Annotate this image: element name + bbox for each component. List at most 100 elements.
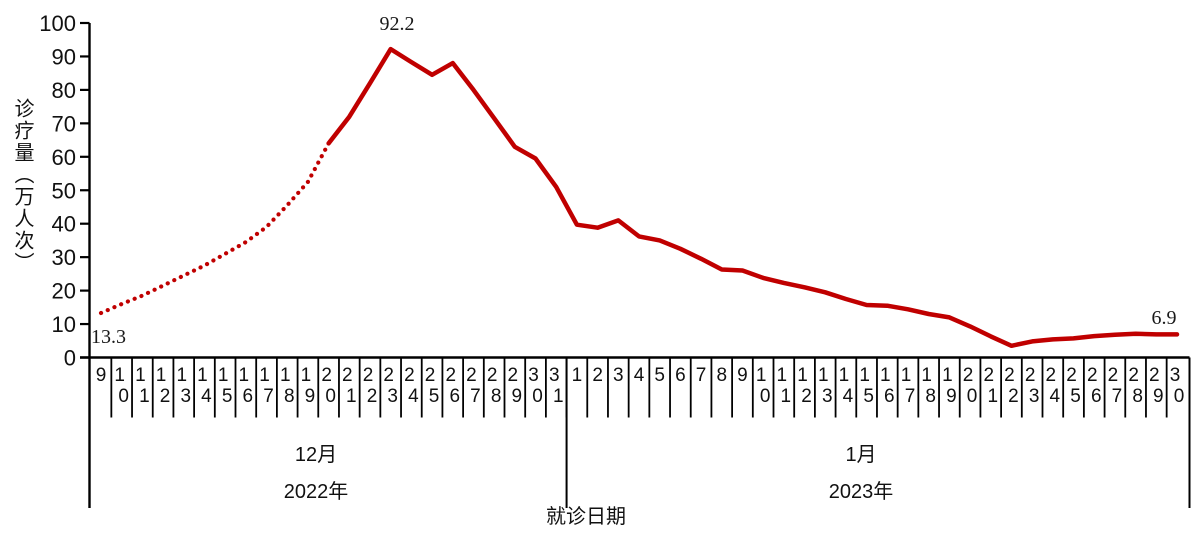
- day-label: 5: [1070, 386, 1081, 407]
- series-line-dotted: [98, 141, 331, 316]
- day-label: 2: [367, 386, 378, 407]
- day-label: 1: [781, 386, 792, 407]
- day-label: 7: [1112, 386, 1123, 407]
- day-label: 6: [884, 386, 895, 407]
- day-label: 3: [1170, 365, 1181, 386]
- day-label: 8: [284, 386, 295, 407]
- day-label: 2: [425, 365, 436, 386]
- day-label: 3: [822, 386, 833, 407]
- day-label: 2: [466, 365, 477, 386]
- y-tick-label: 0: [64, 346, 76, 371]
- day-label: 1: [197, 365, 208, 386]
- day-label: 1: [921, 365, 932, 386]
- day-label: 7: [905, 386, 916, 407]
- y-tick-label: 70: [52, 111, 76, 136]
- day-label: 0: [118, 386, 129, 407]
- day-label: 9: [305, 386, 316, 407]
- month-label-december: 12月: [295, 444, 337, 466]
- day-label: 1: [156, 365, 167, 386]
- day-label: 4: [843, 386, 854, 407]
- day-label: 3: [613, 365, 624, 386]
- day-label: 9: [96, 365, 107, 386]
- day-label: 4: [634, 365, 645, 386]
- day-label: 1: [756, 365, 767, 386]
- day-label: 1: [859, 365, 870, 386]
- day-label: 0: [532, 386, 543, 407]
- day-label: 6: [1091, 386, 1102, 407]
- day-label: 5: [222, 386, 233, 407]
- day-label: 8: [1132, 386, 1143, 407]
- day-label: 5: [429, 386, 440, 407]
- day-label: 2: [1004, 365, 1015, 386]
- day-label: 1: [259, 365, 270, 386]
- day-label: 3: [387, 386, 398, 407]
- day-label: 9: [512, 386, 523, 407]
- day-label: 2: [983, 365, 994, 386]
- annotation-peak-value: 92.2: [380, 13, 415, 35]
- series-line-solid: [326, 46, 1180, 349]
- annotation-first-value: 13.3: [91, 326, 126, 348]
- day-label: 0: [967, 386, 978, 407]
- day-label: 2: [383, 365, 394, 386]
- day-label: 1: [901, 365, 912, 386]
- y-tick-label: 80: [52, 78, 76, 103]
- day-label: 4: [201, 386, 212, 407]
- day-label: 2: [592, 365, 603, 386]
- day-label: 9: [946, 386, 957, 407]
- y-tick-label: 100: [39, 11, 76, 36]
- day-label: 1: [239, 365, 250, 386]
- day-label: 2: [1087, 365, 1098, 386]
- y-tick-label: 10: [52, 312, 76, 337]
- day-label: 8: [716, 365, 727, 386]
- y-tick-label: 30: [52, 245, 76, 270]
- day-label: 3: [1029, 386, 1040, 407]
- day-label: 2: [1008, 386, 1019, 407]
- day-label: 1: [942, 365, 953, 386]
- day-label: 9: [1153, 386, 1164, 407]
- day-label: 7: [263, 386, 274, 407]
- day-label: 2: [801, 386, 812, 407]
- day-label: 1: [880, 365, 891, 386]
- day-label: 2: [160, 386, 171, 407]
- day-label: 4: [1050, 386, 1061, 407]
- day-label: 2: [1149, 365, 1160, 386]
- day-label: 1: [139, 386, 150, 407]
- day-label: 4: [408, 386, 419, 407]
- day-label: 2: [1128, 365, 1139, 386]
- day-label: 2: [342, 365, 353, 386]
- day-label: 1: [301, 365, 312, 386]
- day-label: 2: [487, 365, 498, 386]
- day-label: 2: [508, 365, 519, 386]
- day-label: 0: [325, 386, 336, 407]
- day-label: 2: [404, 365, 415, 386]
- day-label: 5: [863, 386, 874, 407]
- day-label: 1: [777, 365, 788, 386]
- day-label: 2: [1108, 365, 1119, 386]
- day-label: 2: [963, 365, 974, 386]
- day-label: 2: [363, 365, 374, 386]
- day-label: 3: [528, 365, 539, 386]
- day-label: 1: [839, 365, 850, 386]
- day-label: 7: [470, 386, 481, 407]
- y-tick-label: 90: [52, 44, 76, 69]
- day-label: 6: [243, 386, 254, 407]
- year-label-2023: 2023年: [829, 480, 894, 503]
- day-label: 8: [491, 386, 502, 407]
- day-label: 1: [346, 386, 357, 407]
- day-label: 5: [654, 365, 665, 386]
- day-label: 2: [445, 365, 456, 386]
- day-label: 6: [675, 365, 686, 386]
- day-label: 2: [1066, 365, 1077, 386]
- y-tick-label: 50: [52, 178, 76, 203]
- day-label: 1: [818, 365, 829, 386]
- day-label: 1: [135, 365, 146, 386]
- day-label: 1: [114, 365, 125, 386]
- day-label: 1: [553, 386, 564, 407]
- day-label: 1: [218, 365, 229, 386]
- day-label: 1: [987, 386, 998, 407]
- y-tick-label: 20: [52, 279, 76, 304]
- day-label: 1: [280, 365, 291, 386]
